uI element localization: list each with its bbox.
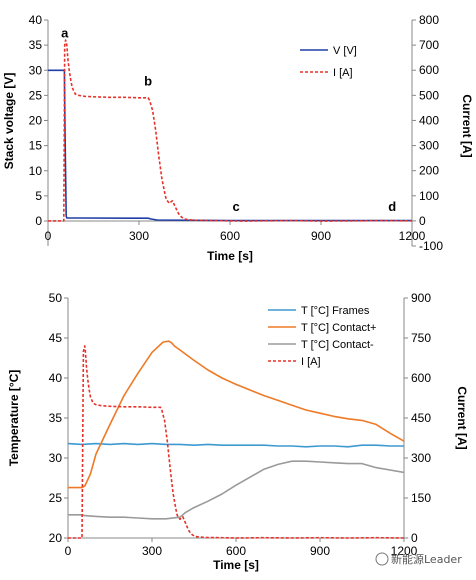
y-tick-label: 25 — [29, 88, 43, 102]
y-tick-label: 45 — [49, 331, 63, 345]
x-axis-label-1: Time [s] — [207, 249, 253, 263]
y2-axis-label-2: Current [A] — [455, 386, 469, 449]
annotation-c: c — [232, 199, 239, 214]
y2-tick-label: 450 — [411, 411, 431, 425]
y2-tick-label: 750 — [411, 331, 431, 345]
y-tick-label: 25 — [49, 491, 63, 505]
y2-tick-label: -100 — [419, 239, 443, 253]
legend-label-current-2: I [A] — [301, 356, 321, 368]
series-line-1 — [67, 442, 404, 448]
y-tick-label: 20 — [49, 531, 63, 545]
y2-tick-label: 900 — [411, 291, 431, 305]
y-tick-label: 35 — [49, 411, 63, 425]
y2-tick-label: 200 — [419, 164, 439, 178]
x-tick-label: 600 — [220, 229, 240, 243]
y-axis-label-1: Stack voltage [V] — [2, 73, 16, 170]
y-tick-label: 50 — [49, 291, 63, 305]
y-tick-label: 0 — [35, 214, 42, 228]
x-tick-label: 1200 — [391, 544, 418, 558]
series-line-2 — [68, 340, 405, 489]
y2-tick-label: 600 — [411, 371, 431, 385]
plot-area-1 — [48, 20, 412, 222]
legend-label-voltage: V [V] — [333, 45, 357, 57]
legend-label-contact-minus: T [°C] Contact- — [301, 339, 374, 351]
watermark-icon — [375, 552, 389, 566]
x-tick-label: 0 — [65, 544, 72, 558]
y-tick-label: 30 — [29, 63, 43, 77]
y-tick-label: 20 — [29, 114, 43, 128]
series-line-3 — [68, 460, 405, 520]
y2-axis-label-1: Current [A] — [460, 94, 474, 157]
annotation-a: a — [61, 26, 69, 41]
y-tick-label: 40 — [29, 13, 43, 27]
y2-tick-label: 0 — [419, 214, 426, 228]
watermark-text: 新能源Leader — [391, 552, 462, 566]
y-axis-label-2: Temperature [°C] — [7, 370, 21, 467]
legend-label-contact-plus: T [°C] Contact+ — [301, 322, 376, 334]
y-tick-label: 10 — [29, 164, 43, 178]
legend-2: T [°C] Frames T [°C] Contact+ T [°C] Con… — [268, 305, 376, 368]
y2-tick-label: 0 — [411, 531, 418, 545]
watermark: 新能源Leader — [375, 552, 462, 566]
chart-temperature-current: 0 300 600 900 1200 20 25 30 35 40 45 50 0 150 300 450 60… — [7, 291, 469, 572]
y2-tick-label: 700 — [419, 38, 439, 52]
y2-tick-label: 100 — [419, 189, 439, 203]
y-tick-label: 40 — [49, 371, 63, 385]
y2-tick-label: 300 — [419, 139, 439, 153]
y-tick-label: 5 — [35, 189, 42, 203]
annotation-b: b — [144, 73, 152, 88]
annotation-d: d — [388, 199, 396, 214]
legend-1: V [V] I [A] — [300, 45, 357, 79]
legend-label-current-1: I [A] — [333, 67, 353, 79]
y-tick-label: 35 — [29, 38, 43, 52]
y2-tick-label: 300 — [411, 451, 431, 465]
series-line-2 — [48, 39, 413, 222]
y2-tick-label: 800 — [419, 13, 439, 27]
y2-tick-label: 500 — [419, 88, 439, 102]
x-tick-label: 900 — [311, 229, 331, 243]
x-tick-label: 300 — [129, 229, 149, 243]
y-tick-label: 30 — [49, 451, 63, 465]
y2-tick-label: 600 — [419, 63, 439, 77]
x-tick-label: 900 — [310, 544, 330, 558]
y-tick-label: 15 — [29, 139, 43, 153]
y2-tick-label: 400 — [419, 113, 439, 127]
chart-voltage-current: 0 300 600 900 12000510152025303540-100010020… — [2, 13, 474, 263]
x-tick-label: 300 — [142, 544, 162, 558]
series-line-4 — [68, 345, 405, 539]
x-axis-label-2: Time [s] — [213, 558, 259, 572]
legend-label-frames: T [°C] Frames — [301, 305, 370, 317]
x-tick-label: 0 — [45, 229, 52, 243]
y2-tick-label: 150 — [411, 491, 431, 505]
x-tick-label: 1200 — [399, 229, 426, 243]
x-tick-label: 600 — [226, 544, 246, 558]
